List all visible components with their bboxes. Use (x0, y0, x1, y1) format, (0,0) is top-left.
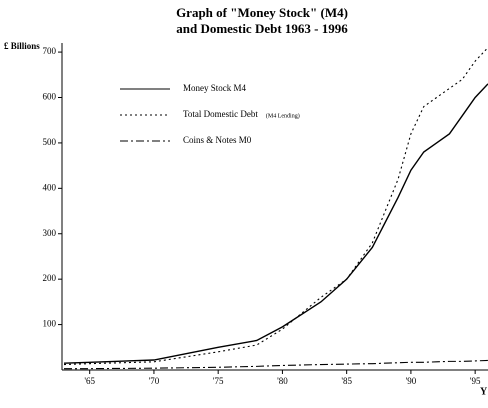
x-tick-label: '95 (470, 376, 481, 386)
legend-label: Coins & Notes M0 (183, 135, 252, 145)
y-tick-label: 500 (43, 137, 57, 147)
annotation: (M4 Lending) (266, 112, 300, 119)
y-tick-label: 600 (43, 92, 57, 102)
x-tick-label: '65 (84, 376, 95, 386)
y-tick-label: 400 (43, 182, 57, 192)
x-axis-label: Y (480, 386, 488, 397)
chart-title: Graph of "Money Stock" (M4) (176, 5, 348, 20)
x-tick-label: '90 (406, 376, 417, 386)
y-tick-label: 300 (43, 228, 57, 238)
x-tick-label: '70 (149, 376, 160, 386)
chart-subtitle: and Domestic Debt 1963 - 1996 (176, 21, 348, 36)
y-tick-label: 700 (43, 46, 57, 56)
y-axis-label: £ Billions (4, 41, 40, 51)
y-tick-label: 100 (43, 319, 57, 329)
series-line (63, 83, 488, 364)
series-line (64, 359, 488, 370)
x-tick-label: '85 (341, 376, 352, 386)
series-line (63, 47, 488, 366)
y-tick-label: 200 (43, 273, 57, 283)
x-tick-label: '80 (277, 376, 288, 386)
legend-label: Money Stock M4 (183, 83, 247, 93)
legend-label: Total Domestic Debt (183, 109, 258, 119)
x-tick-label: '75 (213, 376, 224, 386)
